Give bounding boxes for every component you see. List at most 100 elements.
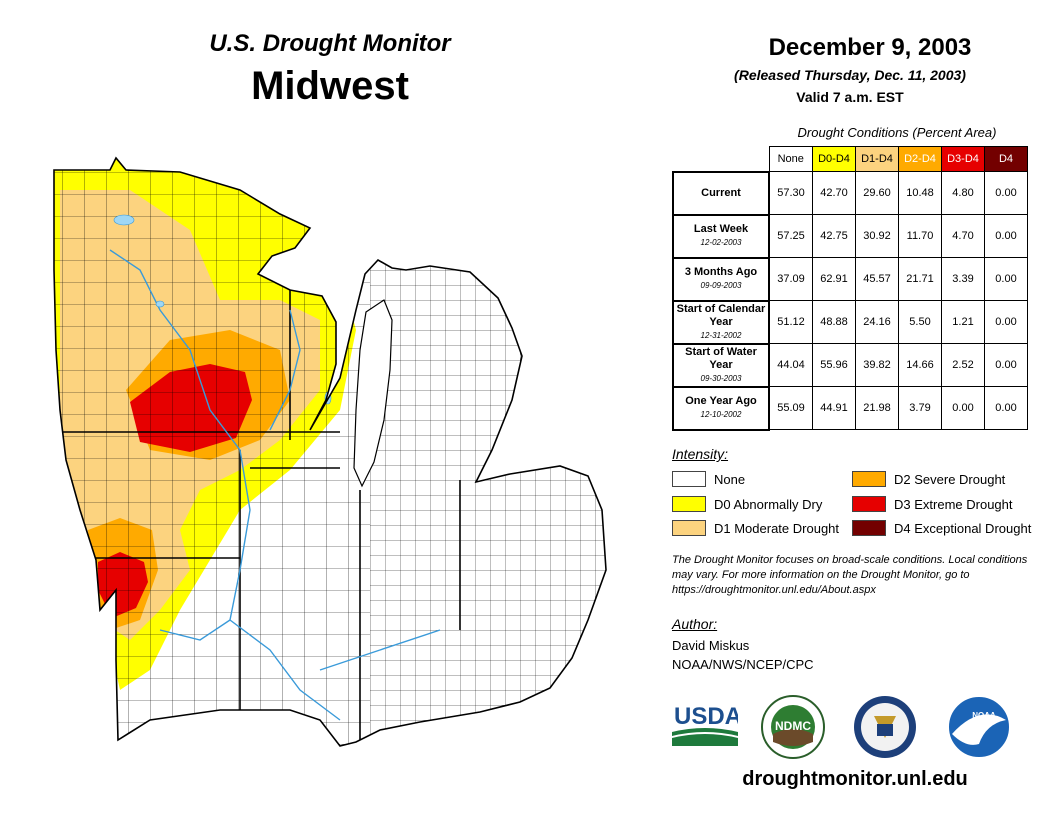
table-cell: 1.21 bbox=[941, 300, 985, 344]
table-cell: 0.00 bbox=[984, 386, 1028, 430]
table-cell: 4.70 bbox=[941, 214, 985, 258]
table-cell: 21.98 bbox=[855, 386, 899, 430]
table-cell: 2.52 bbox=[941, 343, 985, 387]
disclaimer-note: The Drought Monitor focuses on broad-sca… bbox=[672, 554, 1028, 596]
table-cell: 3.79 bbox=[898, 386, 942, 430]
col-header-none: None bbox=[768, 146, 813, 172]
row-label-text: 3 Months Ago bbox=[684, 266, 758, 278]
table-cell: 29.60 bbox=[855, 171, 899, 215]
author-name: David Miskus bbox=[672, 638, 750, 653]
col-header-d3-d4: D3-D4 bbox=[941, 146, 985, 172]
legend-label: D3 Extreme Drought bbox=[894, 496, 1013, 512]
table-cell: 62.91 bbox=[812, 257, 856, 301]
legend-label: D2 Severe Drought bbox=[894, 471, 1006, 487]
table-cell: 55.09 bbox=[768, 386, 813, 430]
row-label-text: Start of Water Year bbox=[685, 345, 757, 371]
row-label: Start of Calendar Year 12-31-2002 bbox=[672, 299, 770, 345]
table-cell: 24.16 bbox=[855, 300, 899, 344]
row-label: One Year Ago 12-10-2002 bbox=[672, 385, 770, 431]
table-row: Start of Calendar Year 12-31-2002 51.12 48.… bbox=[672, 299, 1028, 345]
legend-item-d2: D2 Severe Drought bbox=[852, 470, 1005, 488]
row-label: 3 Months Ago 09-09-2003 bbox=[672, 256, 770, 302]
legend-title: Intensity: bbox=[672, 446, 729, 462]
legend-item-d3: D3 Extreme Drought bbox=[852, 495, 1013, 513]
table-cell: 5.50 bbox=[898, 300, 942, 344]
row-label-date: 12-10-2002 bbox=[700, 410, 742, 419]
col-header-d1-d4: D1-D4 bbox=[855, 146, 899, 172]
county-lines-east bbox=[370, 158, 606, 746]
table-cell: 44.04 bbox=[768, 343, 813, 387]
map-date: December 9, 2003 bbox=[768, 34, 972, 61]
table-cell: 10.48 bbox=[898, 171, 942, 215]
table-cell: 0.00 bbox=[941, 386, 985, 430]
lake-michigan bbox=[353, 299, 393, 488]
row-label-date: 09-30-2003 bbox=[700, 373, 742, 383]
legend-swatch bbox=[672, 520, 706, 536]
table-row: Last Week 12-02-2003 57.25 42.75 30.92 11.70 4… bbox=[672, 213, 1028, 259]
table-row: 3 Months Ago 09-09-2003 37.09 62.91 45.57 21.… bbox=[672, 256, 1028, 302]
row-label: Last Week 12-02-2003 bbox=[672, 213, 770, 259]
table-cell: 4.80 bbox=[941, 171, 985, 215]
ndmc-logo-text: NDMC bbox=[775, 719, 811, 733]
table-cell: 57.25 bbox=[768, 214, 813, 258]
doc-seal-logo bbox=[854, 696, 916, 758]
legend-label: D1 Moderate Drought bbox=[714, 520, 840, 536]
table-cell: 42.70 bbox=[812, 171, 856, 215]
table-cell: 3.39 bbox=[941, 257, 985, 301]
table-cell: 37.09 bbox=[768, 257, 813, 301]
region-title: Midwest bbox=[251, 64, 409, 108]
table-header-row: None D0-D4 D1-D4 D2-D4 D3-D4 D4 bbox=[673, 146, 1028, 172]
table-corner bbox=[673, 147, 769, 172]
table-cell: 11.70 bbox=[898, 214, 942, 258]
legend-item-none: None bbox=[672, 470, 745, 488]
legend-item-d0: D0 Abnormally Dry bbox=[672, 495, 822, 513]
usda-logo: USDA bbox=[672, 703, 738, 746]
row-label-date: 09-09-2003 bbox=[700, 281, 742, 290]
legend-label: None bbox=[714, 471, 746, 487]
table-cell: 0.00 bbox=[984, 257, 1028, 301]
row-label: Start of Water Year 09-30-2003 bbox=[672, 342, 770, 388]
table-cell: 44.91 bbox=[812, 386, 856, 430]
col-header-d2-d4: D2-D4 bbox=[898, 146, 942, 172]
legend-swatch bbox=[672, 471, 706, 487]
table-cell: 39.82 bbox=[855, 343, 899, 387]
legend-swatch bbox=[852, 520, 886, 536]
legend-item-d4: D4 Exceptional Drought bbox=[852, 519, 1031, 537]
drought-map bbox=[53, 157, 607, 747]
legend-label: D0 Abnormally Dry bbox=[714, 496, 823, 512]
row-label: Current bbox=[672, 170, 770, 216]
legend-swatch bbox=[672, 496, 706, 512]
row-label-text: Current bbox=[701, 186, 741, 199]
author-heading: Author: bbox=[672, 616, 718, 632]
table-cell: 48.88 bbox=[812, 300, 856, 344]
table-cell: 0.00 bbox=[984, 214, 1028, 258]
table-cell: 55.96 bbox=[812, 343, 856, 387]
row-label-date: 12-31-2002 bbox=[700, 330, 742, 340]
drought-conditions-table: None D0-D4 D1-D4 D2-D4 D3-D4 D4 Current 5… bbox=[672, 146, 1028, 431]
legend-item-d1: D1 Moderate Drought bbox=[672, 519, 839, 537]
table-cell: 57.30 bbox=[768, 171, 813, 215]
table-cell: 51.12 bbox=[768, 300, 813, 344]
ndmc-logo: NDMC bbox=[761, 695, 825, 759]
row-label-text: One Year Ago bbox=[685, 395, 757, 407]
table-row: Start of Water Year 09-30-2003 44.04 55.96 3… bbox=[672, 342, 1028, 388]
table-cell: 0.00 bbox=[984, 343, 1028, 387]
table-cell: 45.57 bbox=[855, 257, 899, 301]
row-label-date: 12-02-2003 bbox=[700, 238, 742, 247]
row-label-text: Last Week bbox=[693, 223, 749, 235]
table-cell: 42.75 bbox=[812, 214, 856, 258]
map-series-title: U.S. Drought Monitor bbox=[209, 30, 451, 57]
noaa-logo: NOAA bbox=[947, 695, 1011, 759]
release-date: (Released Thursday, Dec. 11, 2003) bbox=[734, 67, 966, 83]
table-caption: Drought Conditions (Percent Area) bbox=[797, 125, 997, 140]
table-cell: 30.92 bbox=[855, 214, 899, 258]
table-cell: 21.71 bbox=[898, 257, 942, 301]
table-row: Current 57.30 42.70 29.60 10.48 4.80 0.00 bbox=[672, 170, 1028, 216]
legend-swatch bbox=[852, 471, 886, 487]
website-link[interactable]: droughtmonitor.unl.edu bbox=[742, 768, 968, 790]
usda-logo-text: USDA bbox=[674, 703, 738, 730]
legend-swatch bbox=[852, 496, 886, 512]
county-lines-west bbox=[54, 158, 370, 746]
row-label-text: Start of Calendar Year bbox=[676, 302, 766, 328]
author-organization: NOAA/NWS/NCEP/CPC bbox=[672, 657, 814, 672]
